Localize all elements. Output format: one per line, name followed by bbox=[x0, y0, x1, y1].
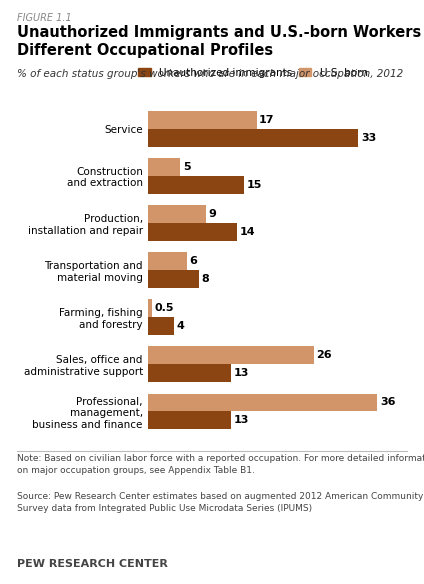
Text: 8: 8 bbox=[202, 274, 209, 284]
Bar bbox=[148, 252, 187, 270]
Text: Unauthorized Immigrants and U.S.-born Workers Have
Different Occupational Profil: Unauthorized Immigrants and U.S.-born Wo… bbox=[17, 25, 424, 58]
Text: Source: Pew Research Center estimates based on augmented 2012 American Community: Source: Pew Research Center estimates ba… bbox=[17, 492, 423, 513]
Text: 14: 14 bbox=[240, 227, 256, 237]
Text: 13: 13 bbox=[234, 415, 249, 425]
Text: 9: 9 bbox=[208, 209, 216, 219]
Bar bbox=[148, 111, 257, 128]
Bar bbox=[148, 411, 231, 429]
Text: 6: 6 bbox=[189, 256, 197, 266]
Text: 13: 13 bbox=[234, 369, 249, 378]
Bar bbox=[148, 300, 151, 317]
Bar bbox=[148, 346, 314, 364]
Text: % of each status group's workers who are in each major occupation, 2012: % of each status group's workers who are… bbox=[17, 69, 403, 79]
Text: 17: 17 bbox=[259, 115, 275, 125]
Text: 26: 26 bbox=[316, 350, 332, 360]
Bar bbox=[148, 205, 206, 223]
Legend: Unauthorized immigrants, U.S. born: Unauthorized immigrants, U.S. born bbox=[138, 68, 368, 78]
Text: FIGURE 1.1: FIGURE 1.1 bbox=[17, 13, 72, 23]
Bar bbox=[148, 364, 231, 382]
Text: Note: Based on civilian labor force with a reported occupation. For more detaile: Note: Based on civilian labor force with… bbox=[17, 454, 424, 475]
Text: 4: 4 bbox=[176, 321, 184, 331]
Text: 5: 5 bbox=[183, 162, 190, 172]
Bar bbox=[148, 317, 174, 335]
Text: 15: 15 bbox=[246, 180, 262, 190]
Bar bbox=[148, 176, 244, 194]
Text: PEW RESEARCH CENTER: PEW RESEARCH CENTER bbox=[17, 559, 168, 569]
Bar bbox=[148, 223, 237, 241]
Text: 36: 36 bbox=[380, 398, 396, 408]
Bar bbox=[148, 394, 377, 411]
Text: 33: 33 bbox=[361, 133, 376, 142]
Text: 0.5: 0.5 bbox=[154, 303, 173, 313]
Bar bbox=[148, 128, 358, 147]
Bar bbox=[148, 158, 180, 176]
Bar bbox=[148, 270, 199, 288]
